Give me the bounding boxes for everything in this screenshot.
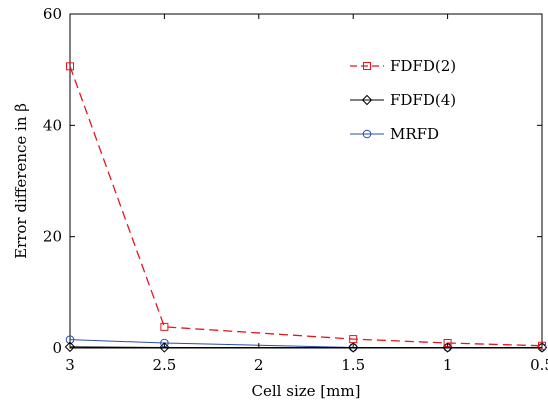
series-layer [64,62,548,353]
series-line-0 [69,66,543,347]
legend-label: MRFD [390,125,439,143]
legend-label: FDFD(2) [390,57,456,75]
y-tick-label: 0 [52,339,62,357]
x-tick-label: 2 [254,356,264,374]
y-axis-label: Error difference in β [12,103,30,259]
legend-label: FDFD(4) [390,91,456,109]
data-point-0 [349,335,358,344]
data-point-0 [66,62,74,71]
data-point-0 [363,62,371,70]
data-point-1 [347,342,359,353]
x-axis-label: Cell size [mm] [252,382,361,400]
legend: FDFD(2) FDFD(4) MRFD [350,57,456,143]
data-point-0 [160,322,169,331]
legend-item-1: FDFD(4) [350,91,456,109]
data-point-0 [538,341,546,350]
data-point-1 [159,342,170,353]
y-tick-label: 40 [43,116,62,134]
y-tick-label: 20 [43,228,62,246]
y-tick-label: 60 [43,5,62,23]
x-tick-label: 3 [65,356,75,374]
data-point-1 [361,94,373,106]
series-1 [64,341,548,353]
legend-item-0: FDFD(2) [350,57,456,75]
data-point-2 [362,129,372,139]
x-axis-ticks: 3 2.5 2 1.5 1 0.5 [65,14,548,374]
x-tick-label: 0.5 [530,356,548,374]
y-axis-ticks: 0 20 40 60 [43,5,542,357]
x-tick-label: 2.5 [152,356,176,374]
series-2 [65,335,547,352]
legend-item-2: MRFD [350,125,439,143]
x-tick-label: 1.5 [341,356,365,374]
data-point-1 [64,341,76,353]
series-0 [66,62,546,350]
series-line-1 [69,346,542,348]
plot-frame [69,13,543,349]
x-tick-label: 1 [443,356,453,374]
plot-area: 3 2.5 2 1.5 1 0.5 0 20 40 60 [43,5,548,374]
series-line-2 [69,339,542,348]
